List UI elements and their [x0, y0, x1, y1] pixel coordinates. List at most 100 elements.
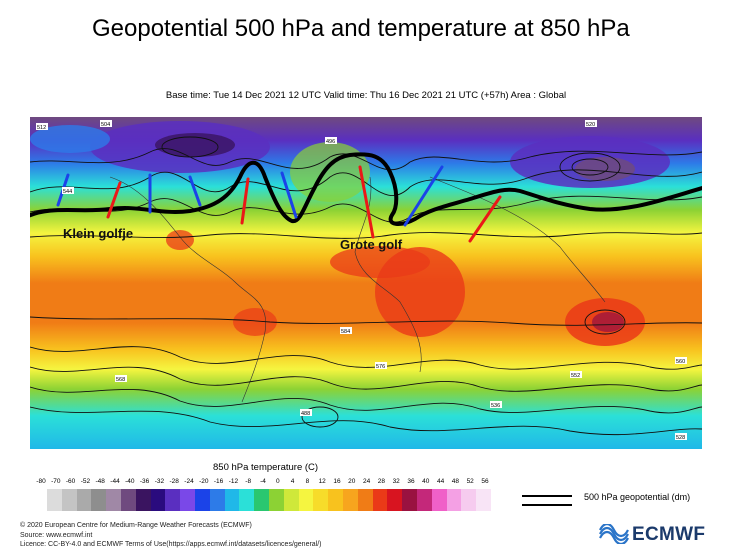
ridge-marker-3 [358, 165, 375, 239]
legend-tick-label: 4 [290, 478, 295, 485]
legend-tick-label: 20 [348, 478, 356, 485]
trough-marker-3 [188, 175, 202, 207]
color-swatch [209, 489, 225, 511]
jet-stream-line [30, 152, 702, 226]
color-swatch [165, 489, 181, 511]
legend-tick-label: 12 [318, 478, 326, 485]
geopotential-legend-label: 500 hPa geopotential (dm) [584, 492, 691, 502]
legend-tick-label: -60 [65, 478, 76, 485]
color-swatch [76, 489, 92, 511]
color-swatch [150, 489, 166, 511]
color-swatch [194, 489, 210, 511]
legend-tick-label: -20 [199, 478, 209, 485]
hot-south-america [233, 308, 277, 336]
geopotential-legend-line [522, 495, 572, 497]
color-swatch [402, 489, 417, 511]
legend-title: 850 hPa temperature (C) [213, 462, 319, 473]
legend-tick-label: -24 [184, 478, 194, 485]
legend-tick-label: 8 [305, 478, 310, 485]
cold-pool-arctic [30, 125, 110, 153]
contour-label: 584 [341, 329, 350, 335]
color-swatch [47, 489, 62, 511]
contour-label: 536 [491, 403, 500, 409]
contour-label: 488 [301, 411, 310, 417]
contour-label: 496 [326, 139, 335, 145]
contour-label: 560 [676, 359, 685, 365]
warm-tongue-atlantic [290, 142, 370, 202]
color-swatch [135, 489, 151, 511]
legend-tick-label: -36 [139, 478, 150, 485]
color-swatch [387, 489, 403, 511]
legend-tick-label: 44 [436, 478, 445, 485]
contour-label: 528 [676, 435, 685, 441]
legend-tick-label: -8 [245, 478, 252, 485]
legend-tick-label: -80 [36, 478, 46, 485]
trough-marker-5 [403, 165, 444, 227]
legend-tick-label: 36 [407, 478, 415, 485]
contour-label: 568 [116, 377, 125, 383]
contour-labels: 512 504 520 544 584 576 488 536 552 560 … [36, 120, 687, 441]
trough-markers [56, 165, 502, 243]
color-swatch [342, 489, 358, 511]
color-swatch [120, 489, 136, 511]
legend-tick-label: -32 [154, 478, 165, 485]
color-swatch [476, 489, 491, 511]
geopotential-legend-line [522, 504, 572, 506]
ecmwf-logo-icon [599, 524, 629, 544]
legend-tick-label: -70 [51, 478, 61, 485]
hot-australia-core [592, 312, 624, 332]
legend-tick-label: 16 [333, 478, 341, 485]
color-swatch [91, 489, 107, 511]
color-swatch [357, 489, 373, 511]
color-swatch [298, 489, 314, 511]
legend-tick-label: -12 [228, 478, 239, 485]
contour-label: 552 [571, 373, 580, 379]
color-swatch [180, 489, 195, 511]
small-wave-label: Klein golfje [63, 226, 134, 241]
color-swatch [313, 489, 329, 511]
legend-tick-label: -4 [260, 478, 266, 485]
color-swatch [461, 489, 477, 511]
color-swatch [106, 489, 121, 511]
color-swatch [446, 489, 462, 511]
hot-sahara [330, 246, 430, 278]
color-swatch [254, 489, 269, 511]
map-svg: 512 504 520 544 584 576 488 536 552 560 … [30, 117, 702, 449]
legend-tick-label: -16 [213, 478, 224, 485]
legend-tick-label: -52 [80, 478, 91, 485]
coastline-africa-europe [354, 176, 422, 373]
licence-text: Licence: CC-BY-4.0 and ECMWF Terms of Us… [20, 541, 322, 548]
cold-pool-core [155, 133, 235, 157]
geopotential-contours [30, 136, 702, 436]
ridge-marker-1 [106, 181, 122, 219]
trough-marker-4 [280, 171, 298, 219]
contour-label: 504 [101, 122, 110, 128]
color-swatch [372, 489, 388, 511]
big-wave-label: Grote golf [340, 237, 403, 252]
color-swatch [328, 489, 343, 511]
footer: © 2020 European Centre for Medium-Range … [20, 521, 322, 550]
coastline-asia [429, 176, 606, 303]
contour-label: 544 [63, 189, 72, 195]
legend-tick-label: 24 [362, 478, 371, 485]
color-swatch [431, 489, 447, 511]
legend-tick-label: -44 [110, 478, 120, 485]
chart-subtitle: Base time: Tue 14 Dec 2021 12 UTC Valid … [165, 90, 567, 101]
color-swatch [224, 489, 240, 511]
temperature-color-scale [47, 489, 491, 511]
legend-tick-label: 48 [451, 478, 460, 485]
cold-pool-siberia-core [575, 157, 635, 181]
legend-tick-label: 0 [275, 478, 280, 485]
legend-tick-label: 28 [377, 478, 386, 485]
color-swatch [416, 489, 432, 511]
copyright-text: © 2020 European Centre for Medium-Range … [20, 522, 252, 529]
contour-label: 512 [37, 125, 46, 131]
legend-tick-label: 32 [392, 478, 400, 485]
color-swatch [268, 489, 284, 511]
color-swatch [239, 489, 255, 511]
source-text: Source: www.ecmwf.int [20, 531, 93, 539]
color-swatch [283, 489, 299, 511]
weather-map: 512 504 520 544 584 576 488 536 552 560 … [30, 117, 702, 449]
hot-mexico [166, 230, 194, 250]
ridge-marker-4 [468, 195, 502, 243]
